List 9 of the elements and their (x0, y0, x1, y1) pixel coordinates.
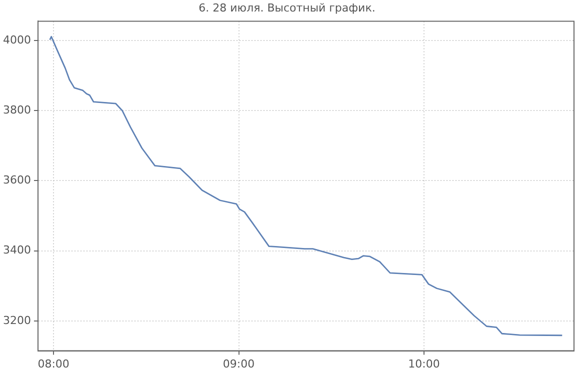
y-tick-label: 3600 (2, 174, 31, 187)
x-tick-label: 08:00 (38, 357, 70, 370)
y-tick-label: 3800 (2, 103, 31, 116)
y-tick-label: 3200 (2, 314, 31, 327)
y-tick-label: 4000 (2, 33, 31, 46)
y-tick-label: 3400 (2, 244, 31, 257)
x-tick-label: 10:00 (408, 357, 440, 370)
chart-title: 6. 28 июля. Высотный график. (198, 1, 376, 14)
x-tick-label: 09:00 (222, 357, 255, 370)
